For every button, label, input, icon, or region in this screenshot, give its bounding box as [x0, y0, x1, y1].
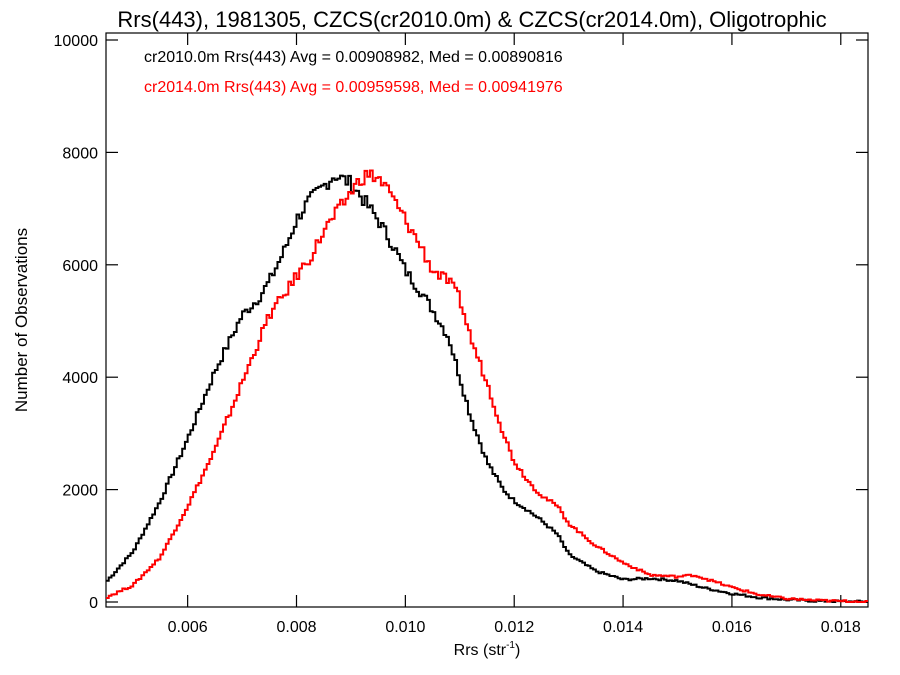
series-annotation-0: cr2010.0m Rrs(443) Avg = 0.00908982, Med…	[144, 49, 563, 66]
y-axis: 0 2000 4000 6000 8000 10000	[54, 33, 868, 612]
y-tick-label: 6000	[62, 258, 98, 275]
series-annotation-1: cr2014.0m Rrs(443) Avg = 0.00959598, Med…	[144, 79, 563, 96]
x-axis-label: Rrs (str-1)	[454, 640, 521, 659]
y-tick-label: 0	[89, 595, 98, 612]
x-tick-label: 0.010	[385, 619, 425, 636]
x-axis-label-text: Rrs (str	[454, 642, 507, 659]
y-axis-label: Number of Observations	[12, 228, 31, 412]
series-line-1	[106, 169, 868, 603]
x-tick-label: 0.006	[168, 619, 208, 636]
x-tick-label: 0.014	[603, 619, 643, 636]
x-tick-label: 0.008	[276, 619, 316, 636]
y-tick-label: 10000	[54, 33, 99, 50]
chart-title: Rrs(443), 1981305, CZCS(cr2010.0m) & CZC…	[117, 7, 826, 32]
x-tick-label: 0.016	[712, 619, 752, 636]
series-layer	[106, 169, 868, 603]
x-tick-label: 0.012	[494, 619, 534, 636]
x-axis-label-superscript: -1	[506, 640, 515, 651]
y-tick-label: 2000	[62, 483, 98, 500]
x-tick-label: 0.018	[821, 619, 861, 636]
x-axis: 0.006 0.008 0.010 0.012 0.014 0.016 0.018	[168, 33, 861, 636]
y-tick-label: 8000	[62, 145, 98, 162]
y-tick-label: 4000	[62, 370, 98, 387]
plot-frame	[105, 32, 869, 608]
x-axis-label-end: )	[515, 642, 520, 659]
series-line-0	[106, 174, 868, 603]
